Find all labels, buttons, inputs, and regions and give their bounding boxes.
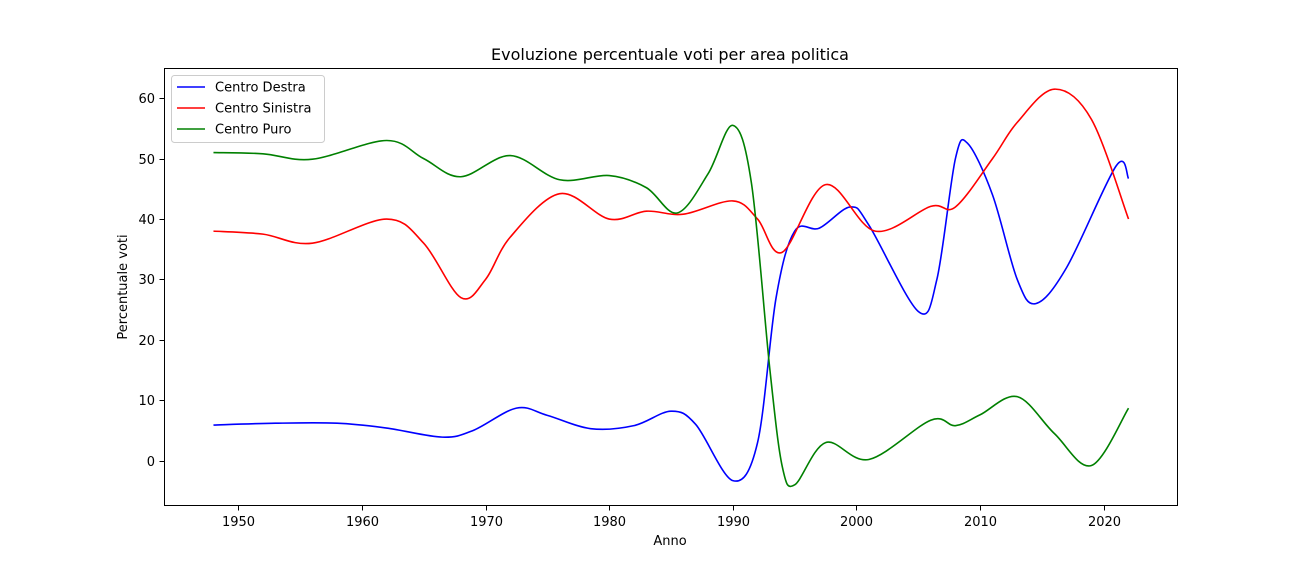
- series-line-centro-puro: [213, 124, 1130, 488]
- legend: Centro Destra Centro Sinistra Centro Puro: [171, 75, 325, 143]
- legend-label-centro-sinistra: Centro Sinistra: [215, 102, 311, 117]
- x-tick-label: 2000: [840, 515, 873, 530]
- y-tick-label: 10: [138, 394, 155, 409]
- y-tick-label: 20: [138, 334, 155, 349]
- legend-frame: [171, 75, 325, 143]
- y-tick-label: 0: [147, 455, 155, 470]
- y-axis-title: Percentuale voti: [116, 234, 131, 339]
- series-line-centro-destra: [213, 138, 1130, 482]
- plot-frame: [164, 68, 1178, 506]
- y-tick-label: 40: [138, 213, 155, 228]
- y-tick-label: 30: [138, 273, 155, 288]
- x-tick-label: 1980: [593, 515, 626, 530]
- y-axis: 0 10 20 30 40 50 60: [138, 92, 164, 470]
- legend-label-centro-destra: Centro Destra: [215, 81, 306, 96]
- x-axis-title: Anno: [653, 534, 686, 549]
- x-tick-label: 1970: [470, 515, 503, 530]
- y-tick-label: 50: [138, 153, 155, 168]
- x-tick-label: 1950: [222, 515, 255, 530]
- x-axis: 1950 1960 1970 1980 1990 2000 2010 2020: [222, 506, 1121, 530]
- x-tick-label: 1960: [346, 515, 379, 530]
- y-tick-label: 60: [138, 92, 155, 107]
- series-line-centro-sinistra: [213, 88, 1130, 300]
- legend-label-centro-puro: Centro Puro: [215, 123, 291, 138]
- x-tick-label: 2020: [1088, 515, 1121, 530]
- x-tick-label: 2010: [964, 515, 997, 530]
- series-layer: [213, 88, 1130, 488]
- x-tick-label: 1990: [717, 515, 750, 530]
- chart-title: Evoluzione percentuale voti per area pol…: [491, 45, 849, 64]
